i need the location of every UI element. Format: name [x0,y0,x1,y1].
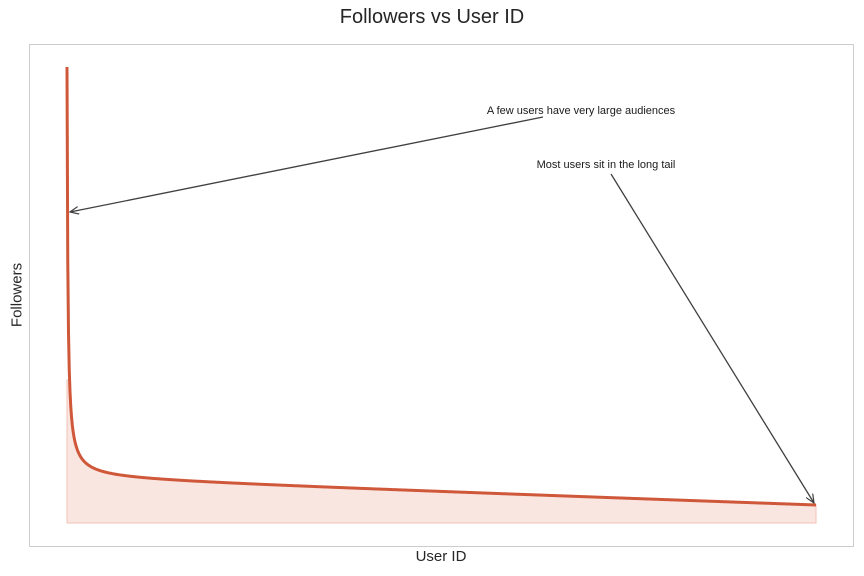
y-axis-label: Followers [8,262,26,328]
annotation-head-text: A few users have very large audiences [487,105,676,117]
annotation-tail-text: Most users sit in the long tail [537,159,676,171]
annotation-arrow-head [70,116,544,212]
chart-title: Followers vs User ID [339,6,525,28]
x-axis-label: User ID [415,548,467,565]
plot-area-frame [29,44,854,547]
followers-line [65,66,817,507]
annotation-arrow-tail [610,173,814,503]
